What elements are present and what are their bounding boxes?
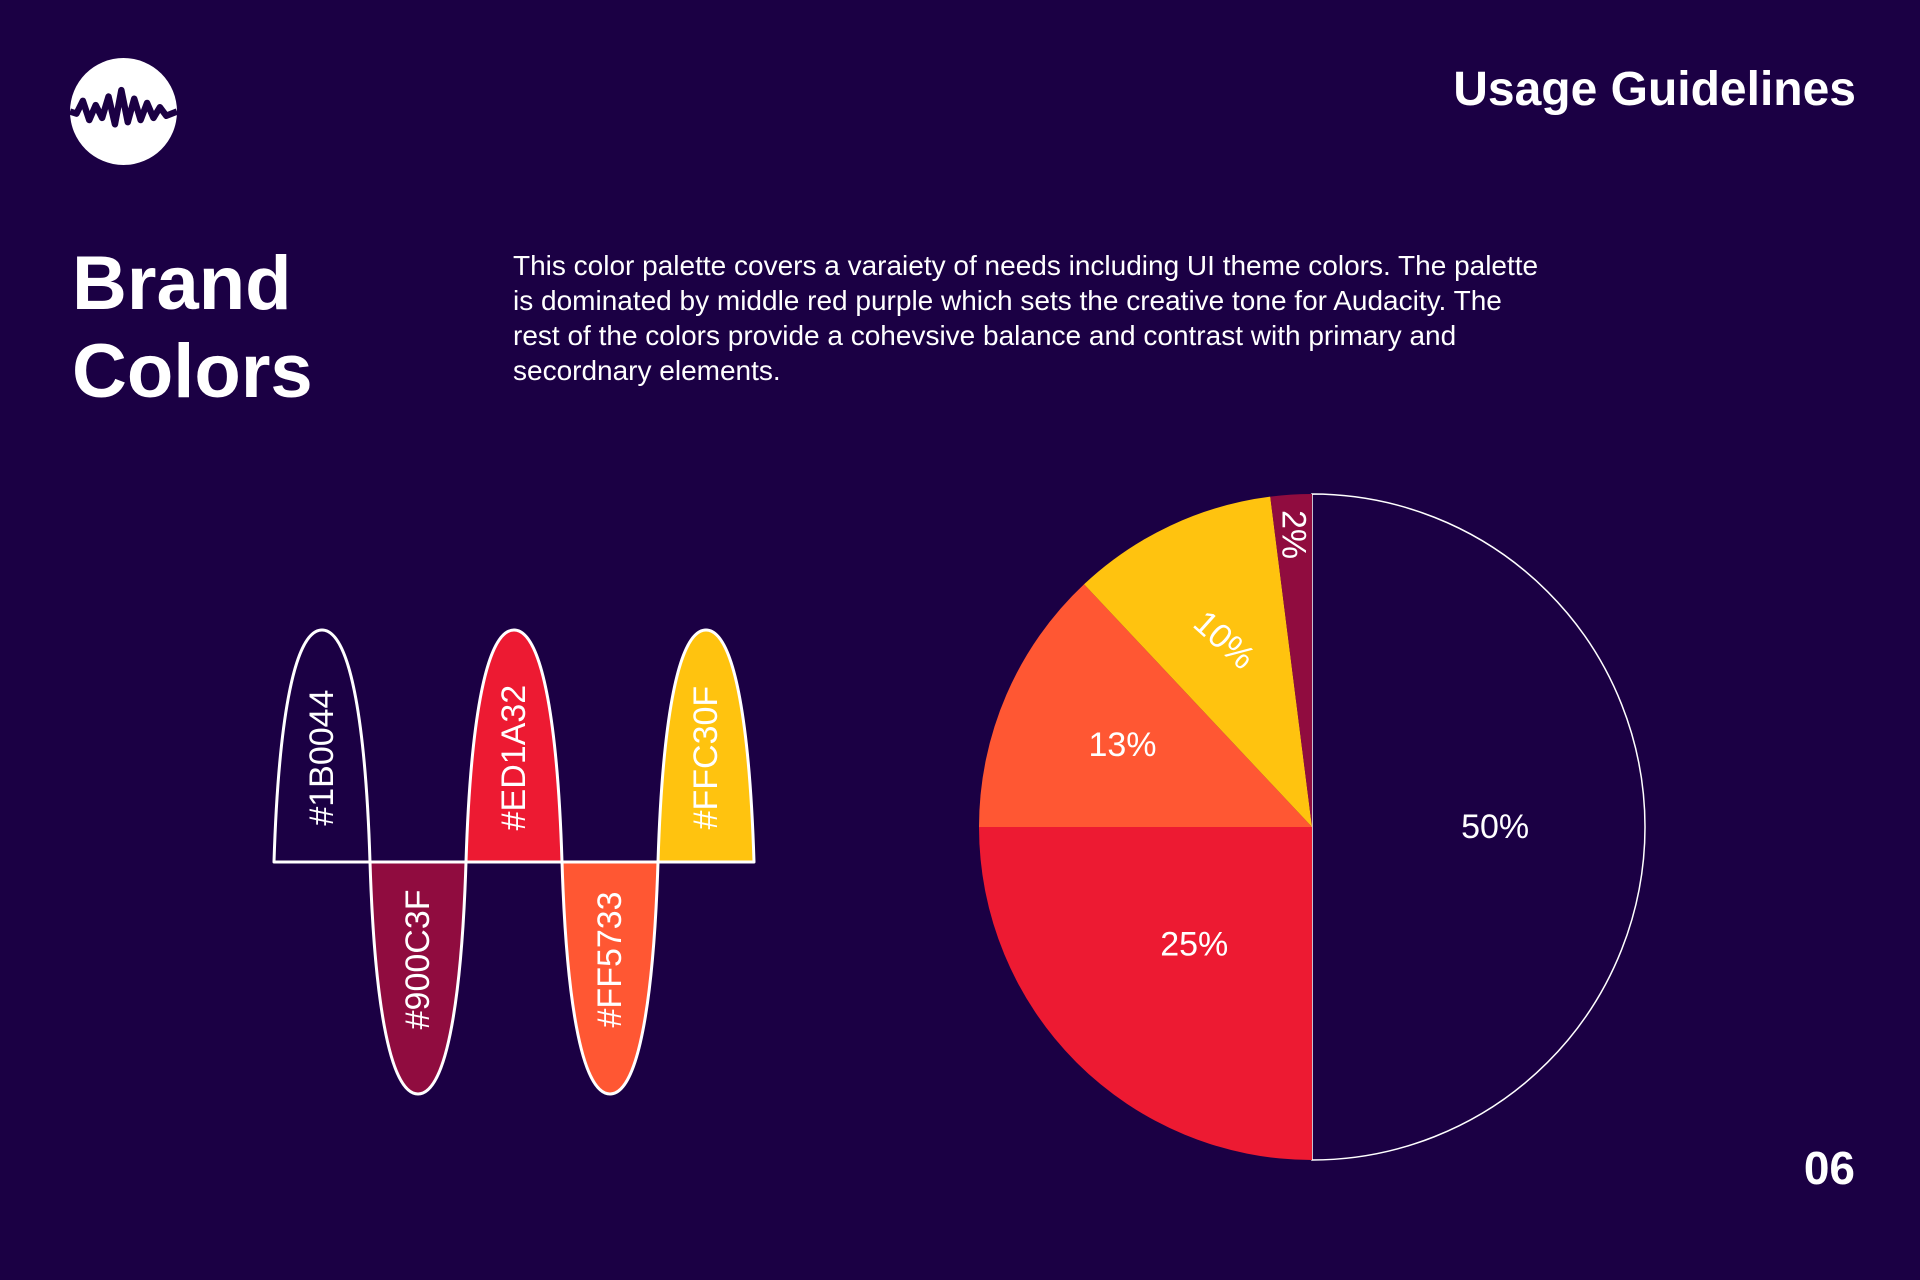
pie-slice	[979, 584, 1312, 827]
header-title: Usage Guidelines	[1453, 63, 1856, 116]
page-title-line-2: Colors	[72, 329, 313, 414]
page-number: 06	[1803, 1142, 1855, 1194]
waveform-logo-icon	[70, 58, 177, 165]
page-description: This color palette covers a varaiety of …	[513, 250, 1539, 386]
pie-slice-label: 13%	[1088, 726, 1156, 764]
pie-slice-label: 50%	[1461, 808, 1529, 846]
pie-slice	[1084, 496, 1312, 827]
pie-slice	[979, 827, 1312, 1160]
pie-slice	[1311, 493, 1646, 1161]
pie-slice-label: 25%	[1160, 926, 1228, 964]
pie-slice-label: 2%	[1275, 510, 1313, 559]
page-title-line-1: Brand	[72, 241, 292, 326]
pie-slice	[1270, 494, 1312, 827]
page-title: Brand Colors	[72, 240, 372, 416]
